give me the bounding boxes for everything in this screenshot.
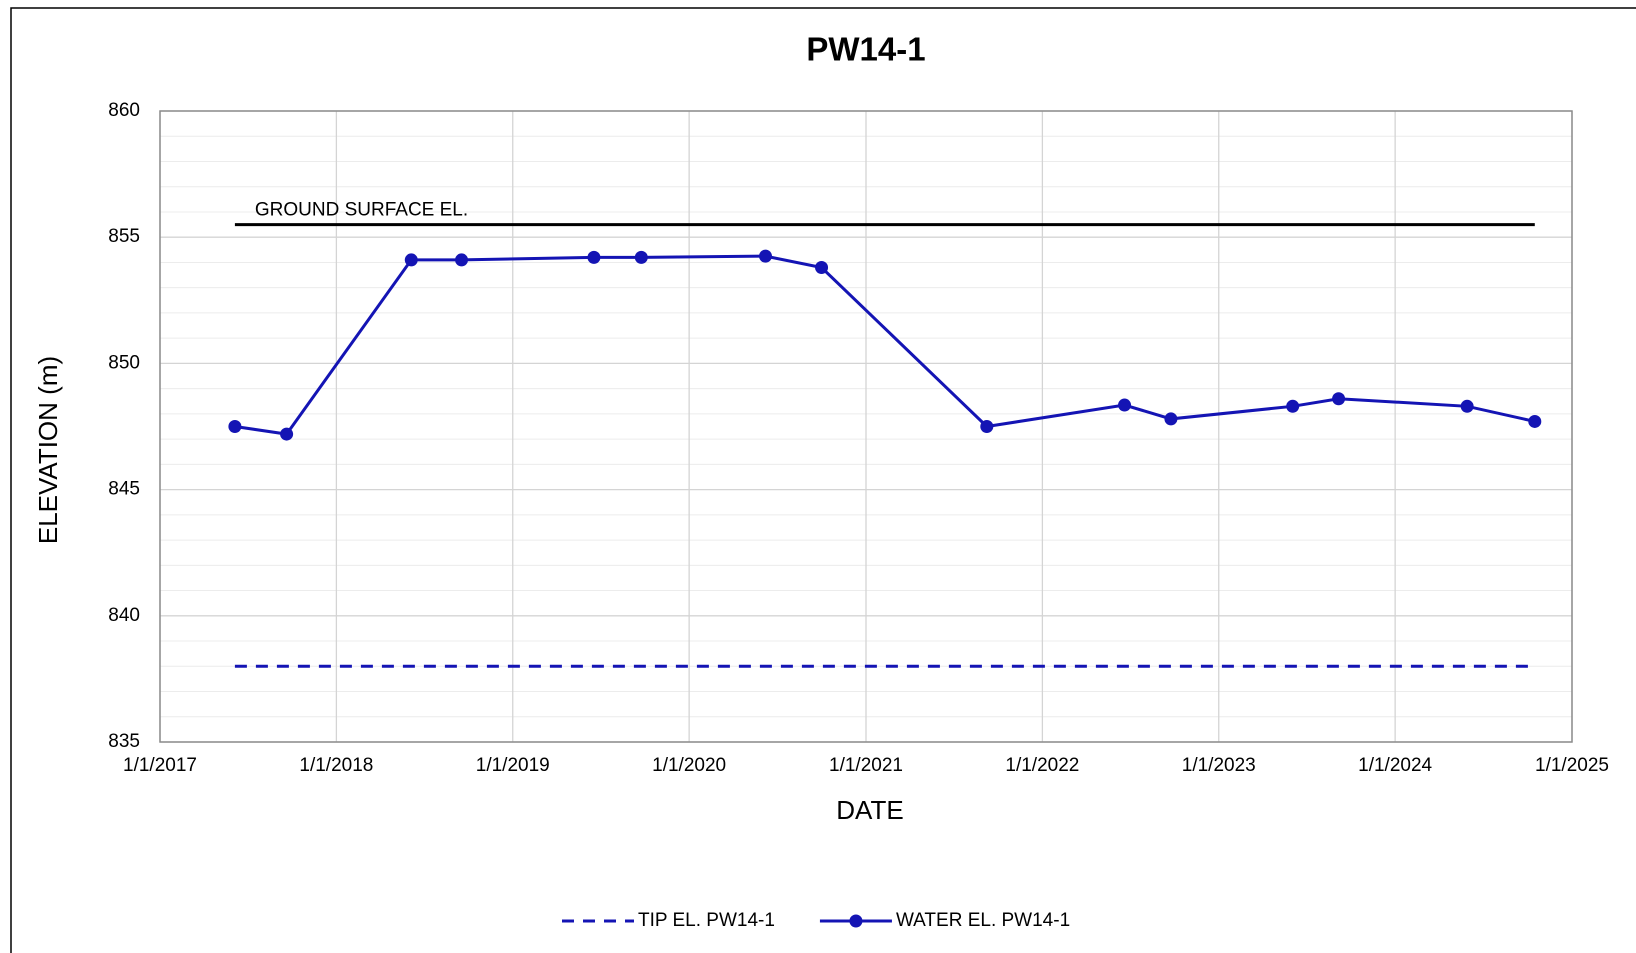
y-tick-label: 860 [108, 100, 140, 121]
y-tick-label: 840 [108, 605, 140, 626]
plot-border [159, 110, 1573, 743]
x-tick-label: 1/1/2021 [829, 755, 903, 776]
data-point [1286, 399, 1300, 413]
data-point [455, 253, 469, 267]
x-tick-label: 1/1/2020 [652, 755, 726, 776]
data-point [404, 253, 418, 267]
x-tick-label: 1/1/2024 [1358, 755, 1432, 776]
y-axis-label: ELEVATION (m) [33, 356, 63, 544]
legend-label: WATER EL. PW14-1 [896, 910, 1070, 931]
y-tick-label: 845 [108, 479, 140, 500]
x-tick-label: 1/1/2022 [1005, 755, 1079, 776]
data-point [1460, 399, 1474, 413]
chart-frame [10, 7, 1636, 953]
x-tick-label: 1/1/2023 [1182, 755, 1256, 776]
x-tick-label: 1/1/2017 [123, 755, 197, 776]
data-point [980, 420, 994, 433]
data-point [758, 249, 772, 263]
data-point [228, 420, 242, 433]
annotation: GROUND SURFACE EL. [255, 200, 468, 221]
x-tick-label: 1/1/2018 [299, 755, 373, 776]
data-point [587, 250, 601, 264]
y-tick-label: 850 [108, 352, 140, 373]
data-point [1528, 414, 1542, 428]
x-tick-label: 1/1/2019 [476, 755, 550, 776]
legend-label: TIP EL. PW14-1 [638, 910, 775, 931]
data-point [1332, 392, 1346, 406]
chart-title: PW14-1 [806, 31, 925, 68]
legend-marker [849, 914, 863, 928]
data-point [634, 250, 648, 264]
data-point [815, 260, 829, 274]
data-point [1118, 398, 1132, 412]
data-point [280, 427, 294, 441]
x-tick-label: 1/1/2025 [1535, 755, 1609, 776]
y-tick-label: 855 [108, 226, 140, 247]
y-tick-label: 835 [108, 731, 140, 752]
data-point [1164, 412, 1178, 426]
x-axis-label: DATE [836, 795, 903, 825]
